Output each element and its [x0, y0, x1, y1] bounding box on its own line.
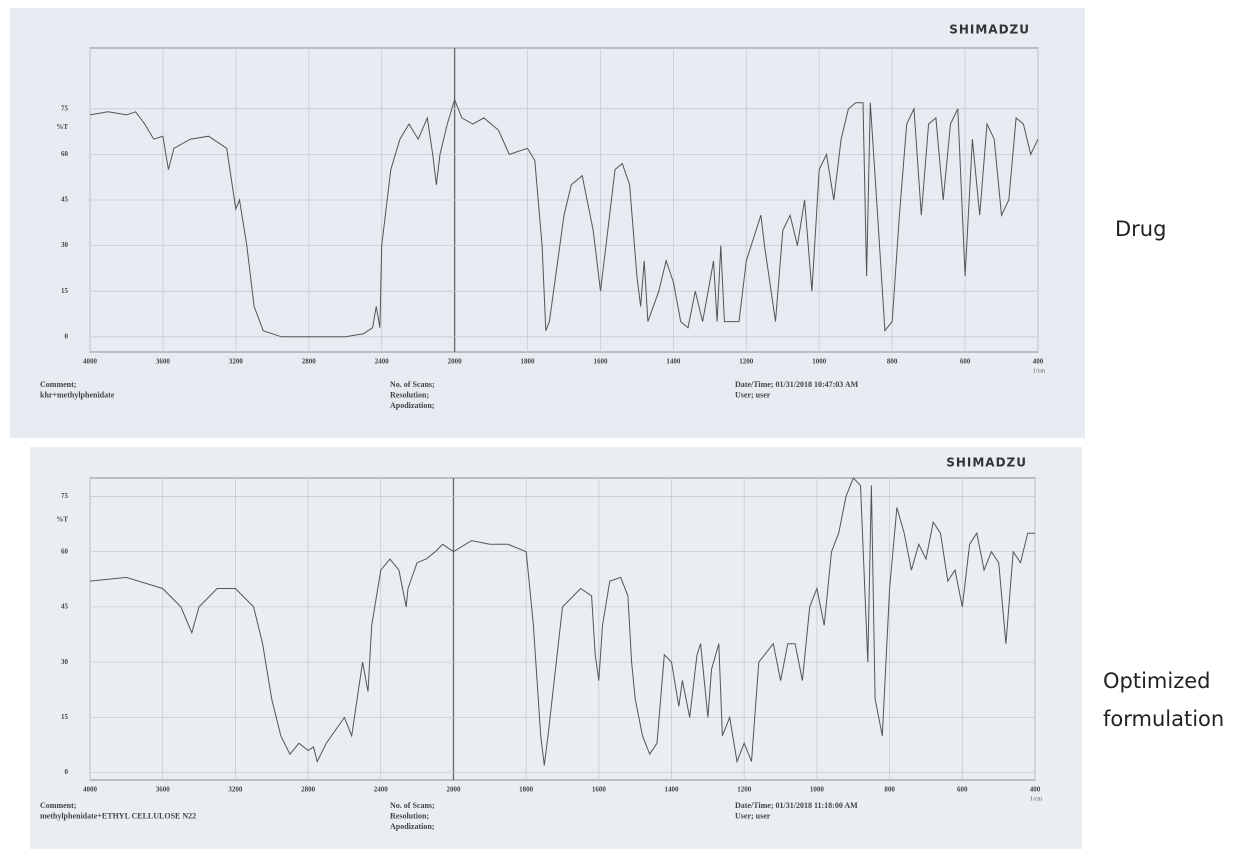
- footer-text: User; user: [735, 390, 771, 399]
- x-tick-label: 400: [1033, 358, 1044, 366]
- footer-text: Resolution;: [390, 390, 429, 399]
- y-tick-label: 60: [61, 547, 69, 555]
- y-tick-label: 15: [61, 713, 69, 721]
- footer-text: Apodization;: [390, 822, 435, 831]
- x-unit: 1/cm: [1033, 368, 1045, 374]
- y-tick-label: 75: [61, 492, 69, 500]
- x-tick-label: 3600: [156, 358, 171, 366]
- x-tick-label: 3600: [156, 786, 171, 794]
- x-tick-label: 3200: [228, 786, 243, 794]
- x-tick-label: 1600: [593, 358, 608, 366]
- x-tick-label: 1000: [812, 358, 827, 366]
- x-tick-label: 2800: [302, 358, 317, 366]
- y-tick-label: 45: [61, 196, 69, 204]
- x-tick-label: 1400: [666, 358, 681, 366]
- scan-panel: [30, 447, 1082, 849]
- y-tick-label: 30: [61, 241, 69, 249]
- y-unit: %T: [56, 516, 68, 524]
- y-tick-label: 60: [61, 150, 69, 158]
- x-tick-label: 1200: [737, 786, 752, 794]
- x-tick-label: 1600: [592, 786, 607, 794]
- x-tick-label: 1800: [519, 786, 534, 794]
- x-tick-label: 1400: [665, 786, 680, 794]
- y-tick-label: 15: [61, 287, 69, 295]
- footer-text: Date/Time; 01/31/2018 10:47:03 AM: [735, 380, 859, 389]
- x-tick-label: 1800: [521, 358, 536, 366]
- footer-text: Comment;: [40, 801, 77, 810]
- x-tick-label: 2400: [375, 358, 390, 366]
- footer-text: User; user: [735, 811, 771, 820]
- x-tick-label: 2800: [301, 786, 316, 794]
- x-tick-label: 2400: [374, 786, 389, 794]
- x-tick-label: 2000: [448, 358, 463, 366]
- spectrum-label: Optimized formulation: [1103, 669, 1225, 731]
- footer-text: No. of Scans;: [390, 380, 435, 389]
- y-unit: %T: [56, 123, 68, 131]
- x-tick-label: 1200: [739, 358, 754, 366]
- y-tick-label: 30: [61, 658, 69, 666]
- x-tick-label: 800: [884, 786, 895, 794]
- footer-text: methylphenidate+ETHYL CELLULOSE N22: [40, 811, 196, 820]
- footer-text: Comment;: [40, 380, 77, 389]
- footer-text: Resolution;: [390, 811, 429, 820]
- x-tick-label: 4000: [83, 358, 98, 366]
- x-tick-label: 2000: [446, 786, 461, 794]
- y-tick-label: 0: [65, 332, 69, 340]
- x-tick-label: 400: [1030, 786, 1041, 794]
- footer-text: Date/Time; 01/31/2018 11:18:00 AM: [735, 801, 858, 810]
- brand: SHIMADZU: [946, 456, 1027, 470]
- scan-panel: [10, 8, 1085, 438]
- spectrum-line: [89, 477, 1035, 766]
- spectrum-line: [89, 98, 1039, 338]
- y-tick-label: 75: [61, 104, 69, 112]
- x-tick-label: 3200: [229, 358, 244, 366]
- spectrum-label: Drug: [1115, 217, 1167, 241]
- x-tick-label: 1000: [810, 786, 825, 794]
- x-tick-label: 4000: [83, 786, 98, 794]
- y-tick-label: 45: [61, 603, 69, 611]
- footer-text: khr+methylphenidate: [40, 390, 115, 399]
- y-tick-label: 0: [65, 768, 69, 776]
- x-tick-label: 600: [960, 358, 971, 366]
- x-unit: 1/cm: [1030, 796, 1042, 802]
- brand: SHIMADZU: [949, 23, 1030, 37]
- x-tick-label: 800: [887, 358, 898, 366]
- x-tick-label: 600: [957, 786, 968, 794]
- footer-text: No. of Scans;: [390, 801, 435, 810]
- footer-text: Apodization;: [390, 401, 435, 410]
